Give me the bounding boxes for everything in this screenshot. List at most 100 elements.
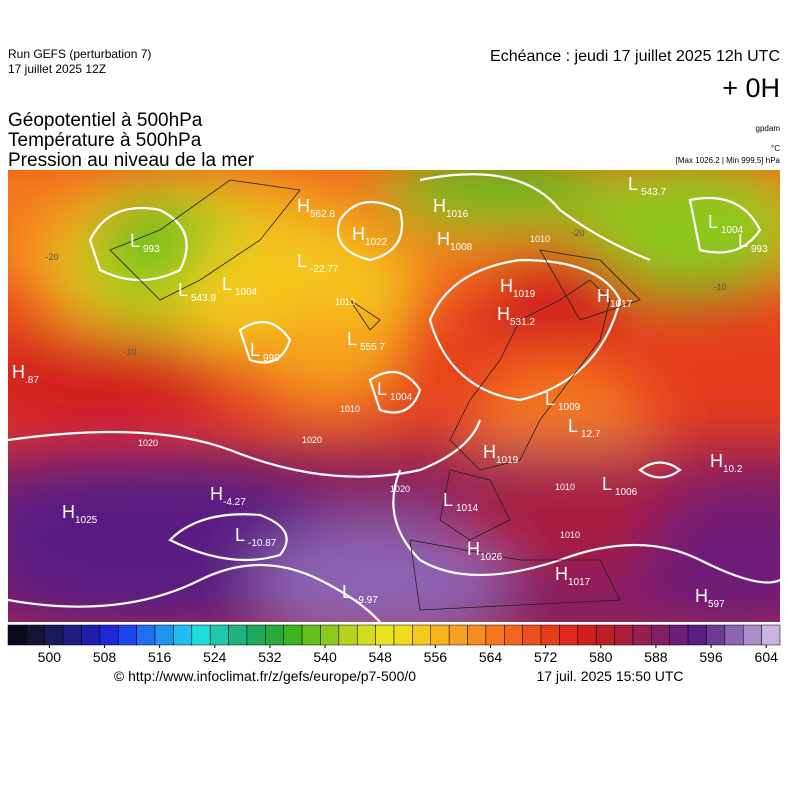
center-letter: L xyxy=(738,231,748,251)
color-swatch xyxy=(412,624,432,646)
center-letter: L xyxy=(297,251,307,271)
contour-label: 1010 xyxy=(530,234,550,244)
center-letter: L xyxy=(235,525,245,545)
color-swatch xyxy=(559,624,579,646)
color-swatch xyxy=(687,624,707,646)
center-letter: H xyxy=(710,451,723,471)
center-value: 999 xyxy=(263,353,280,364)
source: © http://www.infoclimat.fr/z/gefs/europe… xyxy=(114,668,416,684)
color-swatch xyxy=(467,624,487,646)
center-value: -10.87 xyxy=(248,538,277,549)
color-swatch xyxy=(320,624,340,646)
center-value: -22.77 xyxy=(310,264,339,275)
contour-label: -10 xyxy=(713,282,726,292)
generated: 17 juil. 2025 15:50 UTC xyxy=(536,668,683,684)
tick-label: 564 xyxy=(479,649,503,665)
color-swatch xyxy=(246,624,266,646)
center-value: 1009 xyxy=(558,402,581,413)
color-swatch xyxy=(154,624,174,646)
center-letter: L xyxy=(443,490,453,510)
color-swatch xyxy=(504,624,523,646)
center-value: 1017 xyxy=(568,577,591,588)
color-swatch xyxy=(44,624,64,646)
color-swatch xyxy=(283,624,303,646)
color-swatch xyxy=(136,624,156,646)
contour-label: -20 xyxy=(45,252,58,262)
color-swatch xyxy=(742,624,762,646)
tick-label: 580 xyxy=(589,649,613,665)
center-letter: H xyxy=(555,564,568,584)
color-swatch xyxy=(173,624,193,646)
center-letter: H xyxy=(210,484,223,504)
map xyxy=(8,170,780,622)
center-letter: L xyxy=(602,474,612,494)
color-swatch xyxy=(669,624,689,646)
center-value: 1004 xyxy=(721,225,744,236)
center-letter: H xyxy=(497,304,510,324)
center-value: 562.8 xyxy=(310,209,335,220)
title: Pression au niveau de la mer xyxy=(8,150,255,171)
center-letter: H xyxy=(695,586,708,606)
color-swatch xyxy=(595,624,615,646)
center-letter: L xyxy=(347,329,357,349)
color-swatch xyxy=(356,624,376,646)
tick-label: 588 xyxy=(644,649,668,665)
contour-label: 1010 xyxy=(335,297,355,307)
center-value: 597 xyxy=(708,599,725,610)
center-letter: L xyxy=(130,231,140,251)
center-value: 543.7 xyxy=(641,187,666,198)
lead-time: + 0H xyxy=(722,73,780,103)
color-swatch xyxy=(118,624,137,646)
center-value: 1026 xyxy=(480,552,503,563)
center-letter: L xyxy=(250,340,260,360)
color-swatch xyxy=(338,624,358,646)
center-letter: L xyxy=(568,416,578,436)
center-letter: H xyxy=(12,362,25,382)
color-swatch xyxy=(301,624,321,646)
color-swatch xyxy=(577,624,597,646)
contour-label: -20 xyxy=(571,228,584,238)
center-value: 1008 xyxy=(450,242,473,253)
color-swatch xyxy=(522,624,542,646)
unit: gpdam xyxy=(756,124,781,133)
tick-label: 524 xyxy=(203,649,227,665)
color-swatch xyxy=(393,624,413,646)
center-letter: H xyxy=(467,539,480,559)
color-swatch xyxy=(228,624,248,646)
tick-label: 556 xyxy=(424,649,448,665)
center-letter: H xyxy=(433,196,446,216)
center-value: 993 xyxy=(751,244,768,255)
tick-label: 500 xyxy=(38,649,62,665)
run: Run GEFS (perturbation 7) xyxy=(8,47,151,61)
center-letter: H xyxy=(483,442,496,462)
contour-label: 1010 xyxy=(340,404,360,414)
color-swatch xyxy=(614,624,634,646)
center-letter: H xyxy=(597,286,610,306)
tick-label: 516 xyxy=(148,649,172,665)
colorbar: 500 508 516 524 532 540 548 556 564 572 580 588 596 6… xyxy=(7,624,781,665)
color-swatch xyxy=(706,624,726,646)
color-swatch xyxy=(7,624,27,646)
color-swatch xyxy=(375,624,395,646)
center-value: 1016 xyxy=(446,209,469,220)
color-swatch xyxy=(99,624,119,646)
center-value: 531.2 xyxy=(510,317,535,328)
center-letter: L xyxy=(222,274,232,294)
center-value: 543.9 xyxy=(191,293,216,304)
center-letter: H xyxy=(437,229,450,249)
color-swatch xyxy=(448,624,468,646)
center-letter: H xyxy=(500,276,513,296)
center-value: 1014 xyxy=(456,503,479,514)
color-swatch xyxy=(761,624,781,646)
color-swatch xyxy=(81,624,101,646)
color-swatch xyxy=(724,624,744,646)
color-swatch xyxy=(265,624,284,646)
center-value: 1019 xyxy=(513,289,536,300)
tick-label: 548 xyxy=(369,649,393,665)
color-swatch xyxy=(651,624,670,646)
center-value: 1004 xyxy=(390,392,413,403)
center-value: 10.2 xyxy=(723,464,743,475)
center-value: 1019 xyxy=(496,455,519,466)
center-letter: H xyxy=(352,224,365,244)
